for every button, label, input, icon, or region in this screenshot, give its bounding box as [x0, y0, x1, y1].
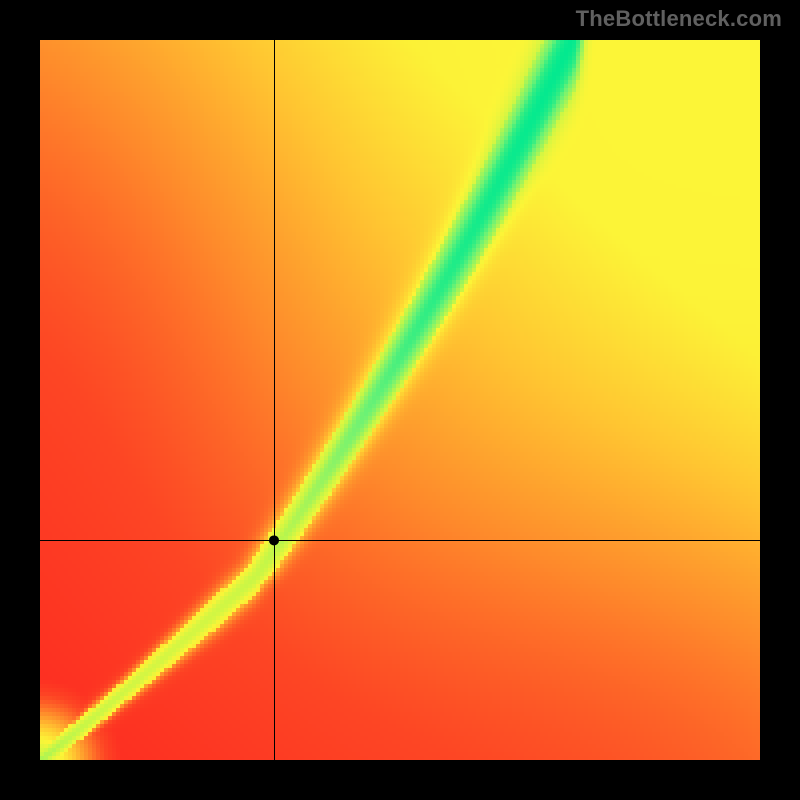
bottleneck-heatmap-canvas [0, 0, 800, 800]
chart-stage: TheBottleneck.com [0, 0, 800, 800]
watermark-label: TheBottleneck.com [576, 6, 782, 32]
